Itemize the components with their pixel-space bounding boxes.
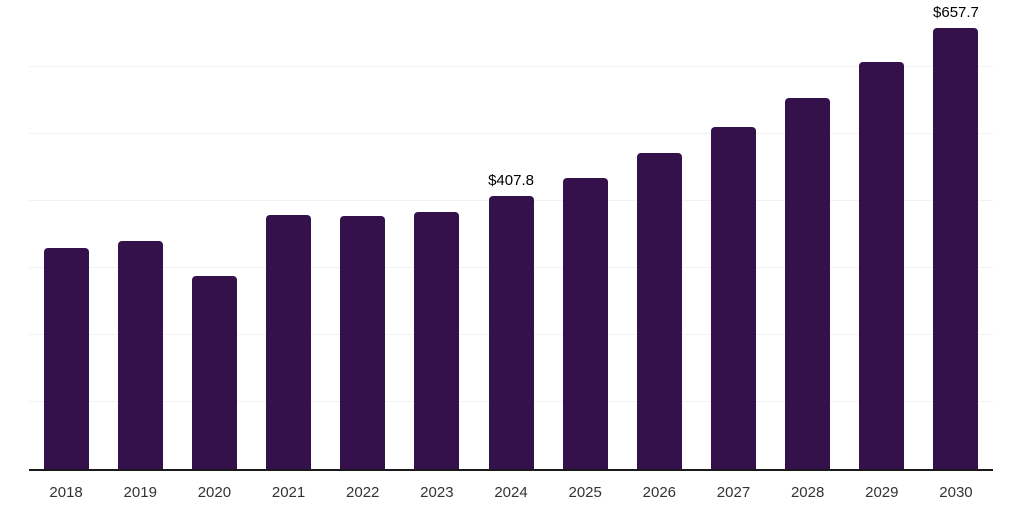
x-axis-tick-label: 2023 — [420, 484, 454, 501]
x-axis-tick-label: 2029 — [865, 484, 899, 501]
bar-2018 — [43, 247, 89, 469]
bar-2026 — [636, 153, 682, 469]
x-axis-tick-label: 2025 — [568, 484, 602, 501]
bar-slot — [326, 0, 400, 469]
bar-2022 — [340, 215, 386, 469]
x-axis-tick-label: 2019 — [123, 484, 157, 501]
x-axis-labels: 2018 2019 2020 2021 2022 2023 2024 2025 2026 2027… — [29, 485, 993, 500]
x-axis-tick-label: 2018 — [49, 484, 83, 501]
x-axis-tick-label: 2020 — [197, 484, 232, 501]
plot-area: $407.8 $657.7 — [29, 0, 993, 469]
bar-slot: $657.7 — [919, 0, 993, 469]
bar-2020 — [191, 276, 237, 469]
bar-slot — [845, 0, 919, 469]
bar-slot — [548, 0, 622, 469]
bar-slot — [251, 0, 325, 469]
bar-2024 — [488, 195, 534, 469]
x-axis-tick-label: 2021 — [271, 484, 306, 501]
bar-slot — [103, 0, 177, 469]
bar-2023 — [414, 212, 460, 469]
bar-2030 — [933, 28, 979, 469]
x-axis-tick-label: 2022 — [346, 484, 380, 501]
bar-value-label: $407.8 — [488, 171, 534, 189]
bar-2028 — [785, 97, 831, 469]
x-axis-line — [29, 469, 993, 471]
bar-slot — [177, 0, 251, 469]
bar-2021 — [266, 215, 312, 469]
bar-2019 — [117, 240, 163, 469]
x-axis-tick-label: 2024 — [494, 484, 528, 501]
bar-slot — [29, 0, 103, 469]
bar-slot — [622, 0, 696, 469]
bar-2029 — [859, 62, 905, 469]
gridline — [29, 66, 993, 67]
x-axis-tick-label: 2027 — [716, 484, 751, 501]
bar-slot — [400, 0, 474, 469]
x-axis-tick-label: 2026 — [642, 484, 677, 501]
x-axis-tick-label: 2028 — [790, 484, 825, 501]
bar-2025 — [562, 177, 608, 469]
bars-container: $407.8 $657.7 — [29, 0, 993, 469]
x-axis-tick-label: 2030 — [939, 484, 973, 501]
bar-slot — [696, 0, 770, 469]
gridline — [29, 133, 993, 134]
bar-slot — [771, 0, 845, 469]
bar-slot: $407.8 — [474, 0, 548, 469]
bar-2027 — [710, 127, 756, 469]
bar-value-label: $657.7 — [933, 4, 979, 22]
